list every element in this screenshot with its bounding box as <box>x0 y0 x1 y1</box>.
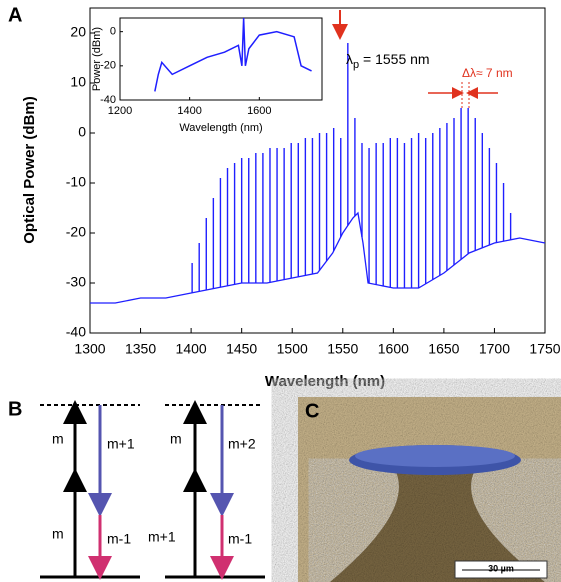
microdisk-top <box>355 445 515 467</box>
x-tick-label: 1500 <box>277 341 308 357</box>
x-tick-label: 1550 <box>327 341 358 357</box>
inset-plot: 1200 1400 1600 -40 -20 0 <box>100 17 312 117</box>
pump-label: λp = 1555 nm <box>346 51 430 71</box>
y-tick-label: 10 <box>70 74 86 90</box>
y-tick-label: 0 <box>78 124 86 140</box>
y-axis-label: Optical Power (dBm) <box>21 96 38 244</box>
level-label: m+1 <box>107 436 135 452</box>
level-label: m-1 <box>228 531 252 547</box>
level-label: m <box>52 431 64 447</box>
plot-area: 1300 1350 1400 1450 1500 1550 1600 1650 1700 1750… <box>66 24 561 357</box>
scale-bar-label: 30 µm <box>488 563 514 573</box>
x-tick-label: 1350 <box>125 341 156 357</box>
panel-c: C 30 µm <box>298 397 561 582</box>
inset-x-label: Wavelength (nm) <box>179 122 262 134</box>
spacing-label: Δλ≈ 7 nm <box>462 66 513 80</box>
x-tick-label: 1600 <box>378 341 409 357</box>
panel-b: B m m+1 m m-1 m m+2 m+1 m-1 <box>8 398 265 580</box>
panel-label: A <box>8 4 22 26</box>
y-tick-label: -10 <box>66 174 86 190</box>
inset-y-label: Power (dBm) <box>91 27 103 91</box>
level-label: m <box>52 526 64 542</box>
y-tick-label: -30 <box>66 274 86 290</box>
plot-frame <box>89 7 546 334</box>
y-tick-label: -40 <box>66 324 86 340</box>
y-tick-label: -20 <box>100 60 116 72</box>
x-tick-label: 1750 <box>529 341 560 357</box>
level-label: m+2 <box>228 436 256 452</box>
x-tick-label: 1300 <box>74 341 105 357</box>
x-tick-label: 1200 <box>108 105 132 117</box>
panel-label: B <box>8 398 22 420</box>
inset-frame <box>119 17 323 101</box>
level-label: m+1 <box>148 529 176 545</box>
x-tick-label: 1450 <box>226 341 257 357</box>
pedestal <box>330 470 545 582</box>
y-tick-label: -20 <box>66 224 86 240</box>
x-tick-label: 1600 <box>247 105 271 117</box>
spectrum-line <box>154 17 312 92</box>
y-tick-label: 20 <box>70 24 86 40</box>
x-tick-label: 1400 <box>177 105 201 117</box>
level-label: m-1 <box>107 531 131 547</box>
y-tick-label: -40 <box>100 94 116 106</box>
x-axis-label: Wavelength (nm) <box>265 373 385 390</box>
x-tick-label: 1700 <box>479 341 510 357</box>
panel-a: A Wavelength (nm) Optical Power (dBm) 13… <box>8 4 561 390</box>
y-tick-label: 0 <box>110 26 116 38</box>
x-tick-label: 1650 <box>428 341 459 357</box>
x-tick-label: 1400 <box>176 341 207 357</box>
level-label: m <box>170 431 182 447</box>
panel-label: C <box>305 400 319 422</box>
spectrum-line <box>90 211 546 304</box>
